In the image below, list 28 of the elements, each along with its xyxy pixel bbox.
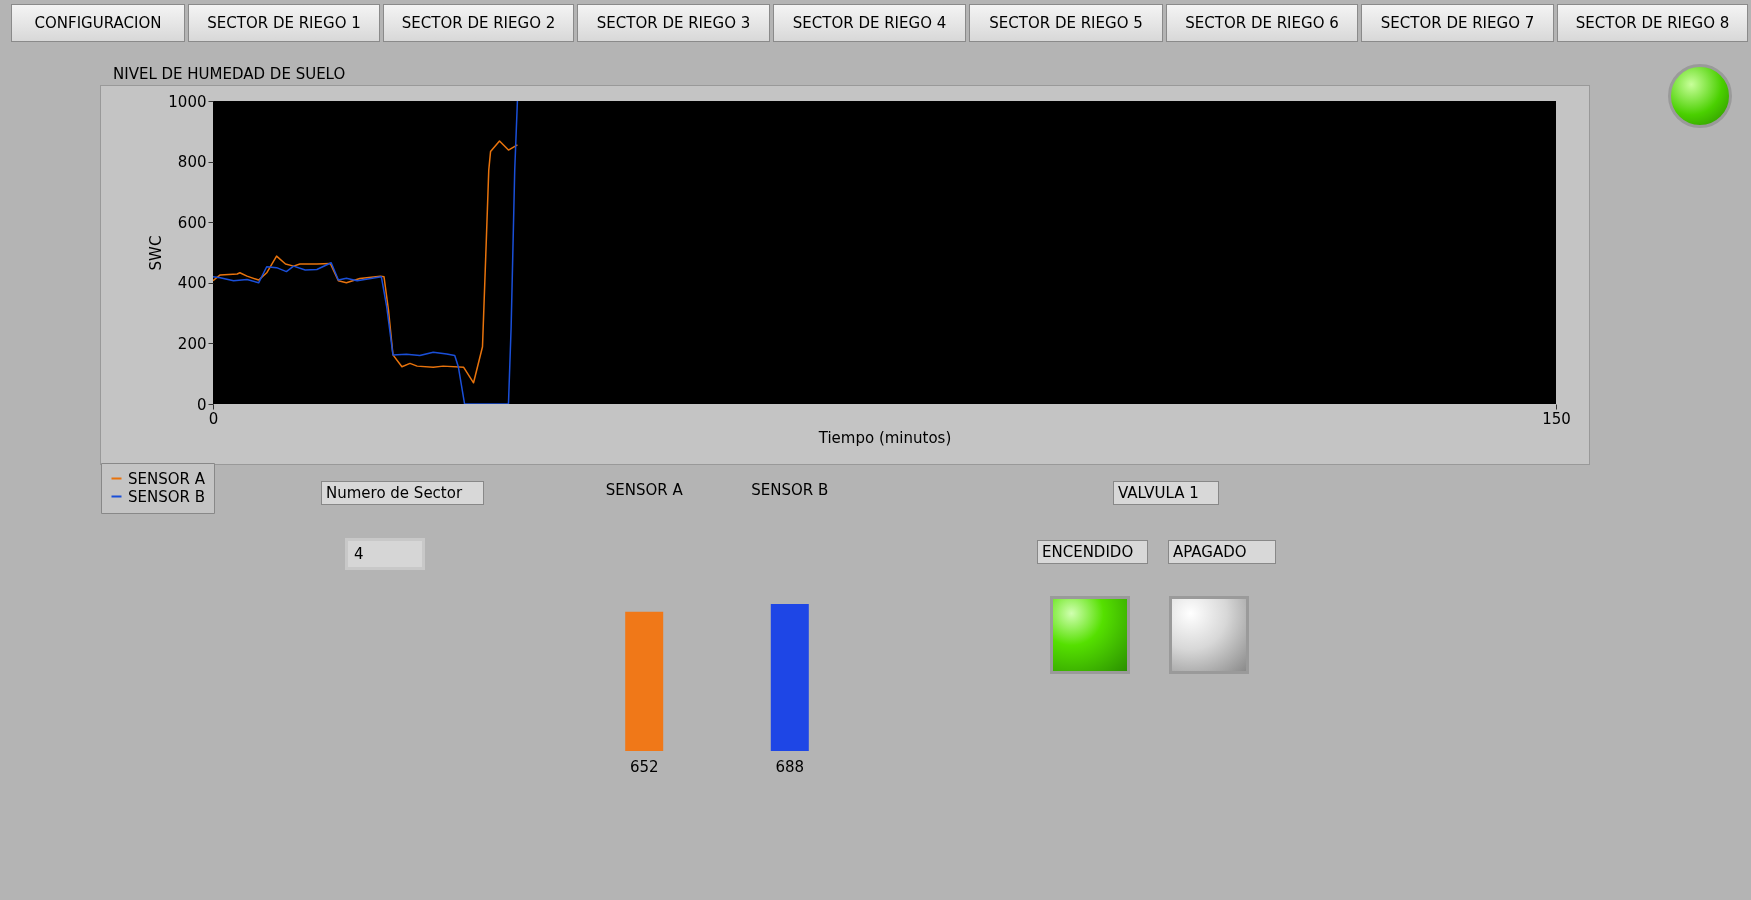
y-tick-label: 400 (177, 274, 207, 293)
category-label: SECTOR DE RIEGO 3 (577, 4, 770, 42)
category-label: SECTOR DE RIEGO 8 (1557, 4, 1748, 42)
data-label: 652 (629, 758, 659, 776)
text: VALVULA 1 (1113, 481, 1219, 505)
y-tick-label: 1000 (168, 92, 207, 111)
y-tick-label: 200 (177, 334, 207, 353)
category-label: CONFIGURACION (11, 4, 185, 42)
line-series (213, 140, 519, 384)
text: APAGADO (1168, 540, 1276, 564)
line-series (213, 101, 519, 404)
category-label: SECTOR DE RIEGO 2 (383, 4, 574, 42)
category-label: SECTOR DE RIEGO 5 (969, 4, 1163, 42)
x-axis-title: Tiempo (minutos) (817, 428, 952, 447)
y-tick-label: 0 (196, 395, 207, 414)
category-label: SECTOR DE RIEGO 1 (188, 4, 380, 42)
y-axis-title: SWC (147, 235, 166, 271)
category-label: SECTOR DE RIEGO 4 (773, 4, 966, 42)
category-label: SECTOR DE RIEGO 7 (1361, 4, 1554, 42)
x-tick-label: 150 (1542, 409, 1571, 428)
text: ENCENDIDO (1037, 540, 1148, 564)
data-label: 688 (775, 758, 805, 776)
y-tick-label: 800 (177, 153, 207, 172)
text: 4 (345, 538, 425, 570)
text: Numero de Sector (321, 481, 484, 505)
y-tick-label: 600 (177, 213, 207, 232)
category-label: SECTOR DE RIEGO 6 (1166, 4, 1358, 42)
chart-title: NIVEL DE HUMEDAD DE SUELO (113, 65, 346, 83)
